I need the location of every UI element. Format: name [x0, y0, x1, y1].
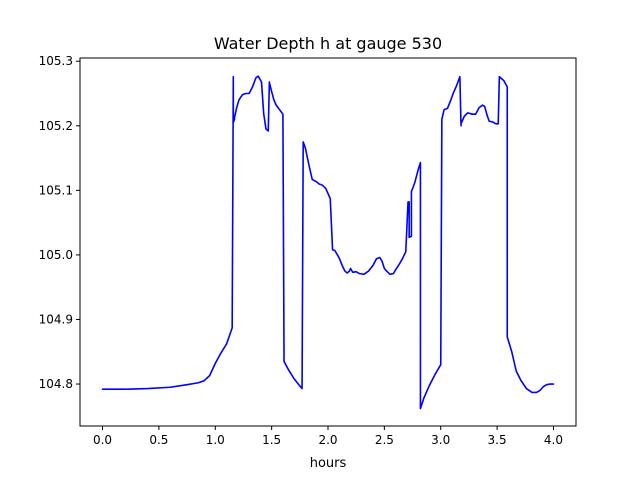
- series-layer: [101, 75, 555, 410]
- chart-title: Water Depth h at gauge 530: [214, 34, 442, 53]
- x-tick-label: 3.5: [488, 433, 507, 447]
- x-tick-label: 2.0: [318, 433, 337, 447]
- x-axis-label: hours: [310, 456, 347, 471]
- y-tick-label: 105.0: [39, 248, 73, 262]
- x-tick-label: 0.0: [93, 433, 112, 447]
- y-tick-label: 105.2: [39, 119, 73, 133]
- x-tick-label: 2.5: [375, 433, 394, 447]
- y-tick-label: 105.1: [39, 183, 73, 197]
- y-tick-label: 105.3: [39, 54, 73, 68]
- x-axis-ticks: 0.0 0.5 1.0 1.5 2.0 2.5 3.0 3.5 4.0: [93, 426, 563, 447]
- y-tick-label: 104.9: [39, 312, 73, 326]
- x-tick-label: 1.5: [262, 433, 281, 447]
- x-tick-label: 4.0: [544, 433, 563, 447]
- series-line-1: [101, 75, 555, 410]
- x-tick-label: 1.0: [206, 433, 225, 447]
- y-tick-label: 104.8: [39, 377, 73, 391]
- x-tick-label: 0.5: [149, 433, 168, 447]
- x-tick-label: 3.0: [431, 433, 450, 447]
- y-axis-ticks: 104.8 104.9 105.0 105.1 105.2 105.3: [39, 54, 80, 391]
